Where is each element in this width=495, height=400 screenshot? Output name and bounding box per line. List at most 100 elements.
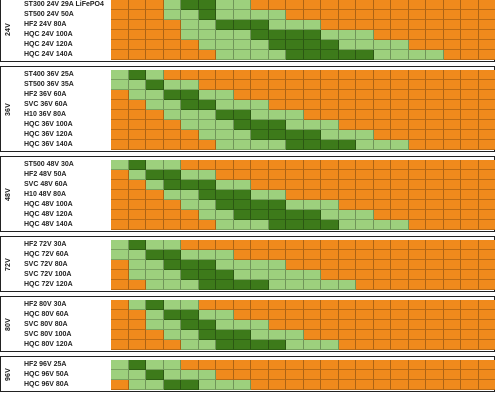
charge-time-cells	[111, 170, 495, 180]
cell-not-suitable	[111, 340, 129, 350]
cell-optimal	[181, 260, 199, 270]
cell-not-suitable	[356, 10, 374, 20]
cell-not-suitable	[111, 20, 129, 30]
cell-not-suitable	[478, 100, 495, 110]
cell-acceptable	[268, 140, 286, 150]
cell-optimal	[286, 40, 304, 50]
cell-optimal	[146, 80, 164, 90]
cell-not-suitable	[461, 200, 479, 210]
cell-not-suitable	[408, 140, 426, 150]
cell-acceptable	[198, 90, 216, 100]
cell-not-suitable	[373, 200, 391, 210]
voltage-group-48v: 48V ST500 48V 30A HF2 48V 50A SVC 48V 60A H1…	[0, 156, 495, 232]
charge-time-cells	[111, 370, 495, 380]
cell-not-suitable	[426, 300, 444, 310]
cell-not-suitable	[443, 210, 461, 220]
cell-not-suitable	[338, 70, 356, 80]
cell-not-suitable	[443, 180, 461, 190]
cell-not-suitable	[356, 320, 374, 330]
cell-not-suitable	[146, 140, 164, 150]
cell-not-suitable	[408, 20, 426, 30]
cell-acceptable	[146, 280, 164, 290]
cell-acceptable	[268, 280, 286, 290]
cell-not-suitable	[286, 360, 304, 370]
cell-optimal	[356, 50, 374, 60]
cell-not-suitable	[338, 80, 356, 90]
cell-not-suitable	[373, 70, 391, 80]
cell-not-suitable	[478, 120, 495, 130]
cell-not-suitable	[303, 250, 321, 260]
cell-not-suitable	[391, 170, 409, 180]
cell-not-suitable	[216, 360, 234, 370]
charger-row: HQC 96V 50A	[17, 370, 495, 380]
charge-time-cells	[111, 70, 495, 80]
cell-not-suitable	[216, 160, 234, 170]
cell-not-suitable	[321, 180, 339, 190]
cell-not-suitable	[128, 130, 146, 140]
cell-not-suitable	[303, 180, 321, 190]
cell-acceptable	[198, 30, 216, 40]
cell-acceptable	[198, 20, 216, 30]
cell-acceptable	[216, 0, 234, 10]
cell-not-suitable	[408, 340, 426, 350]
cell-not-suitable	[128, 100, 146, 110]
cell-not-suitable	[478, 0, 495, 10]
cell-acceptable	[216, 250, 234, 260]
cell-optimal	[303, 40, 321, 50]
cell-not-suitable	[198, 360, 216, 370]
voltage-label-text: 72V	[5, 257, 13, 271]
cell-not-suitable	[128, 190, 146, 200]
cell-acceptable	[111, 70, 129, 80]
cell-acceptable	[128, 90, 146, 100]
cell-acceptable	[321, 200, 339, 210]
cell-not-suitable	[426, 170, 444, 180]
cell-acceptable	[268, 10, 286, 20]
cell-acceptable	[338, 130, 356, 140]
cell-acceptable	[321, 280, 339, 290]
cell-acceptable	[128, 380, 146, 390]
cell-acceptable	[338, 30, 356, 40]
cell-optimal	[286, 220, 304, 230]
cell-not-suitable	[443, 260, 461, 270]
cell-optimal	[321, 40, 339, 50]
cell-not-suitable	[391, 10, 409, 20]
cell-not-suitable	[443, 100, 461, 110]
cell-not-suitable	[408, 310, 426, 320]
cell-acceptable	[181, 110, 199, 120]
cell-not-suitable	[251, 80, 269, 90]
cell-acceptable	[163, 100, 181, 110]
charger-name: SVC 72V 80A	[17, 260, 111, 270]
cell-not-suitable	[356, 180, 374, 190]
cell-not-suitable	[356, 270, 374, 280]
cell-acceptable	[286, 20, 304, 30]
cell-optimal	[268, 40, 286, 50]
cell-acceptable	[303, 200, 321, 210]
cell-not-suitable	[461, 260, 479, 270]
cell-optimal	[216, 270, 234, 280]
charge-time-cells	[111, 80, 495, 90]
cell-not-suitable	[478, 270, 495, 280]
cell-not-suitable	[461, 180, 479, 190]
charger-row: HQC 36V 120A	[17, 130, 495, 140]
cell-not-suitable	[321, 160, 339, 170]
cell-not-suitable	[408, 210, 426, 220]
cell-optimal	[163, 90, 181, 100]
charge-time-cells	[111, 330, 495, 340]
cell-not-suitable	[461, 280, 479, 290]
charge-time-cells	[111, 0, 495, 10]
cell-not-suitable	[426, 280, 444, 290]
charger-name: HF2 72V 30A	[17, 240, 111, 250]
cell-not-suitable	[478, 30, 495, 40]
cell-not-suitable	[478, 240, 495, 250]
cell-not-suitable	[338, 360, 356, 370]
charger-name: HF2 80V 30A	[17, 300, 111, 310]
cell-not-suitable	[303, 10, 321, 20]
cell-not-suitable	[181, 160, 199, 170]
cell-not-suitable	[373, 210, 391, 220]
cell-not-suitable	[338, 310, 356, 320]
cell-not-suitable	[251, 380, 269, 390]
charge-time-cells	[111, 130, 495, 140]
cell-not-suitable	[286, 90, 304, 100]
cell-not-suitable	[461, 0, 479, 10]
cell-acceptable	[373, 140, 391, 150]
